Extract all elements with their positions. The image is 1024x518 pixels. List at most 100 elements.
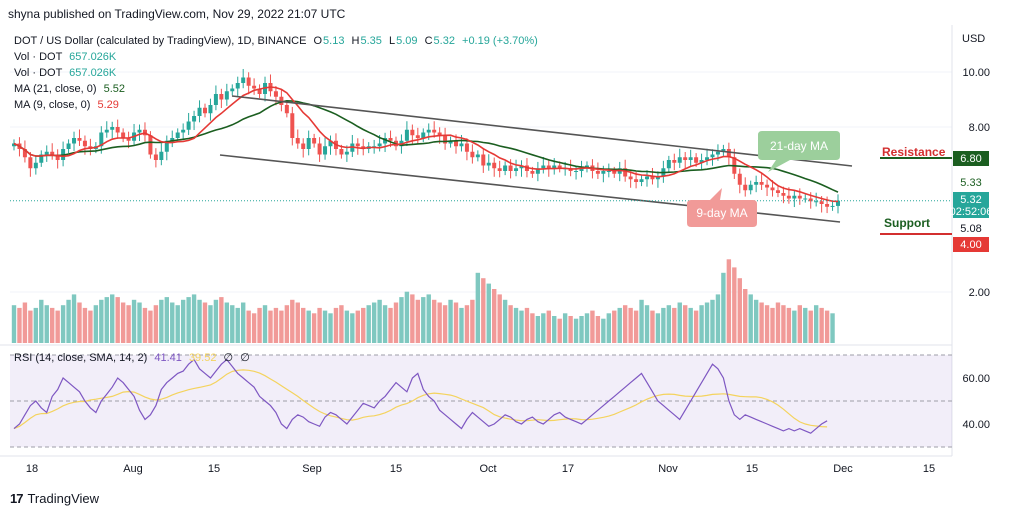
volume-bar [759,302,764,343]
candle-body [781,193,786,196]
candle-body [219,94,224,100]
candle-body [808,198,813,202]
ma21-callout-bg [758,131,840,172]
volume-bar [622,305,628,343]
ma21-row[interactable]: MA (21, close, 0) 5.52 [14,81,538,97]
x-tick-label: 18 [26,463,38,475]
volume-bar [693,310,699,343]
candle-body [803,198,808,200]
x-tick-label: Nov [658,463,678,475]
footer-brand[interactable]: 17 TradingView [10,491,99,506]
volume-bar [677,302,682,343]
candle-body [443,135,448,144]
candle-body [66,143,71,149]
rsi-null-2: ∅ [240,352,250,364]
volume-bar [262,305,268,343]
rsi-null-1: ∅ [223,352,234,364]
ma9-value: 5.29 [97,99,119,111]
candle-body [246,77,251,86]
volume-bar [737,278,742,343]
ma9-line [13,86,839,203]
candle-body [672,160,677,163]
volume-bar [781,305,786,343]
volume-bar [22,302,28,343]
candle-body [710,154,715,158]
vol-value-1: 657.026K [69,51,117,63]
candle-body [759,182,764,185]
volume-bar [350,313,355,343]
symbol-title: DOT / US Dollar (calculated by TradingVi… [14,35,307,47]
volume-bar [797,305,803,343]
low-label: L [388,35,396,47]
rsi-sma-value: 39.52 [188,352,217,364]
candle-body [530,171,535,174]
currency-label[interactable]: USD [962,33,986,45]
symbol-row[interactable]: DOT / US Dollar (calculated by TradingVi… [14,33,538,49]
candle-body [104,129,109,133]
volume-bar [301,307,306,343]
candle-body [606,171,611,172]
volume-bar [361,307,366,343]
ma21-line [13,99,839,193]
volume-bar [573,318,579,343]
volume-bar [164,297,169,343]
candle-body [383,138,388,144]
volume-bar [344,310,350,343]
rsi-line [13,358,828,434]
volume-bar [770,307,775,343]
candle-body [328,140,333,147]
candle-body [202,107,207,114]
candle-body [470,151,475,158]
volume-bar [28,310,33,343]
volume-bar [197,299,202,343]
candle-body [344,151,349,155]
x-axis: 18 Aug 15 Sep 15 Oct 17 Nov 15 Dec 15 [26,463,935,475]
candle-body [765,184,770,188]
candle-body [312,138,317,144]
candle-body [770,187,775,191]
price-tick-label: 2.00 [969,287,990,299]
annotations: 21-day MA 9-day MA Resistance Support [687,131,952,235]
ma21-price-tag-bg [953,175,989,190]
candle-body [301,143,306,149]
candle-body [514,168,519,171]
candle-body [164,140,169,152]
ma21-price-tag-text: 5.33 [960,177,981,189]
volume-bar [317,307,322,343]
volume-bar [230,305,235,343]
rsi-sma-line [13,369,828,430]
volume-bar [541,313,546,343]
volume-bar [224,302,230,343]
candle-body [552,165,557,169]
candle-body [355,143,360,147]
rsi-legend[interactable]: RSI (14, close, SMA, 14, 2) 41.41 39.52 … [14,351,250,364]
upper-channel-line [231,95,853,167]
candle-body [612,171,617,174]
ma9-row[interactable]: MA (9, close, 0) 5.29 [14,97,538,113]
vol-row-2[interactable]: Vol · DOT 657.026K [14,65,538,81]
candle-body [535,168,540,174]
volume-bar [688,307,693,343]
candle-body [481,154,486,166]
candle-body [388,138,393,141]
candle-body [797,195,802,199]
candle-body [459,143,464,147]
volume-bar [513,307,519,343]
vol-row-1[interactable]: Vol · DOT 657.026K [14,49,538,65]
volume-bar [453,302,459,343]
volume-bar [437,302,442,343]
candle-body [317,143,322,155]
volume-bar [808,310,813,343]
support-price-tag-bg [953,237,989,252]
candle-body [82,140,87,147]
candle-body [208,105,213,114]
candle-body [99,132,104,147]
volume-bar [120,302,126,343]
main-legend: DOT / US Dollar (calculated by TradingVi… [14,33,538,113]
candle-body [148,135,153,155]
candle-body [819,201,824,204]
candle-body [666,160,671,169]
price-tick-label: 10.00 [962,67,990,79]
candle-body [503,165,508,171]
